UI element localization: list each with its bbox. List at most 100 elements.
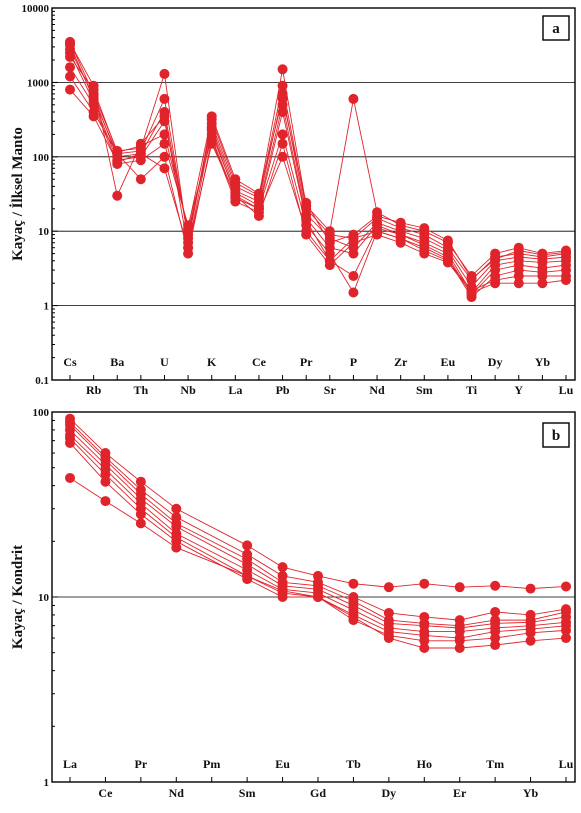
data-point bbox=[348, 248, 359, 259]
x-tick-label: Eu bbox=[275, 757, 290, 771]
data-point bbox=[159, 151, 170, 162]
data-point bbox=[253, 211, 264, 222]
x-tick-label: Pr bbox=[300, 355, 313, 369]
series-8 bbox=[65, 472, 571, 654]
data-point bbox=[525, 627, 536, 638]
data-point bbox=[112, 157, 123, 168]
data-point bbox=[159, 93, 170, 104]
x-tick-label: K bbox=[207, 355, 217, 369]
data-point bbox=[242, 570, 253, 581]
data-point bbox=[301, 197, 312, 208]
data-point bbox=[230, 174, 241, 185]
y-axis-label: Kayaç / Kondrit bbox=[10, 545, 26, 649]
series-line bbox=[69, 52, 567, 294]
x-tick-label: Ba bbox=[110, 355, 124, 369]
data-point bbox=[490, 606, 501, 617]
series-line bbox=[69, 89, 567, 294]
data-point bbox=[313, 592, 323, 602]
data-point bbox=[348, 578, 359, 589]
y-tick-label: 10 bbox=[38, 592, 50, 604]
data-point bbox=[65, 62, 75, 73]
series-9 bbox=[65, 51, 571, 284]
series-line bbox=[69, 66, 567, 298]
y-tick-label: 100 bbox=[33, 152, 50, 164]
panel-label-box bbox=[542, 422, 570, 448]
data-point bbox=[112, 147, 123, 158]
data-point bbox=[277, 138, 288, 149]
data-point bbox=[419, 643, 430, 654]
x-tick-label: Pb bbox=[276, 383, 290, 397]
data-point bbox=[65, 472, 75, 483]
y-axis-label: Kayaç / İlksel Manto bbox=[9, 127, 26, 261]
data-point bbox=[88, 84, 99, 95]
y-tick-label: 1 bbox=[44, 301, 50, 313]
x-tick-label: Ho bbox=[417, 757, 432, 771]
data-point bbox=[513, 270, 524, 281]
data-point bbox=[419, 578, 430, 589]
data-point bbox=[183, 242, 194, 253]
data-point bbox=[100, 496, 111, 507]
data-point bbox=[561, 247, 571, 258]
data-point bbox=[419, 635, 430, 646]
x-tick-label: Yb bbox=[523, 786, 539, 800]
data-point bbox=[65, 51, 75, 62]
data-point bbox=[525, 635, 536, 646]
x-tick-label: Tb bbox=[346, 757, 361, 771]
data-point bbox=[372, 211, 383, 222]
series-line bbox=[69, 429, 567, 629]
data-point bbox=[419, 248, 430, 259]
x-tick-label: Sr bbox=[324, 383, 337, 397]
data-point bbox=[206, 111, 217, 122]
x-tick-label: Sm bbox=[416, 383, 433, 397]
data-point bbox=[537, 270, 548, 281]
data-point bbox=[277, 64, 288, 75]
data-point bbox=[324, 237, 335, 248]
data-point bbox=[348, 611, 359, 622]
data-point bbox=[242, 540, 253, 551]
x-tick-label: Dy bbox=[488, 355, 503, 369]
data-point bbox=[490, 278, 501, 289]
x-tick-label: Pr bbox=[135, 757, 148, 771]
data-point bbox=[171, 503, 182, 514]
data-point bbox=[561, 581, 571, 592]
data-point bbox=[100, 469, 111, 480]
data-point bbox=[454, 582, 465, 593]
data-point bbox=[100, 476, 111, 487]
x-tick-label: Er bbox=[453, 786, 467, 800]
data-point bbox=[490, 580, 501, 591]
data-point bbox=[324, 248, 335, 259]
series-line bbox=[69, 434, 567, 633]
y-tick-label: 10 bbox=[38, 226, 50, 238]
x-tick-label: Cs bbox=[63, 355, 77, 369]
data-point bbox=[277, 129, 288, 140]
series-3 bbox=[65, 420, 571, 631]
data-point bbox=[135, 509, 146, 520]
data-point bbox=[65, 71, 75, 82]
x-tick-label: Ti bbox=[466, 383, 478, 397]
plot-frame bbox=[51, 7, 576, 381]
data-point bbox=[171, 542, 182, 553]
series-5 bbox=[65, 430, 571, 637]
data-point bbox=[372, 229, 383, 240]
y-tick-label: 1000 bbox=[27, 77, 50, 89]
series-line bbox=[69, 424, 567, 627]
data-point bbox=[348, 93, 359, 104]
data-point bbox=[561, 633, 571, 644]
x-tick-label: Y bbox=[514, 383, 523, 397]
y-tick-label: 10000 bbox=[22, 3, 50, 15]
series-line bbox=[69, 438, 567, 639]
data-point bbox=[561, 625, 571, 636]
data-point bbox=[513, 278, 524, 289]
data-point bbox=[135, 518, 146, 529]
data-point bbox=[324, 260, 335, 271]
x-tick-label: Tm bbox=[486, 757, 504, 771]
data-point bbox=[135, 174, 146, 185]
data-point bbox=[537, 278, 548, 289]
panel-b: 1 10 100 La Ce Pr Nd Pm Sm Eu Gd Tb Dy Ho Er Tm Yb Lu Kaya… bbox=[10, 407, 576, 800]
data-point bbox=[561, 275, 571, 286]
data-point bbox=[466, 287, 477, 298]
panel-a: 0.1 1 10 100 1000 10000 Cs Rb Ba Th U Nb K La Ce Pb Pr Sr… bbox=[9, 3, 576, 397]
data-point bbox=[159, 129, 170, 140]
x-tick-label: Gd bbox=[310, 786, 326, 800]
